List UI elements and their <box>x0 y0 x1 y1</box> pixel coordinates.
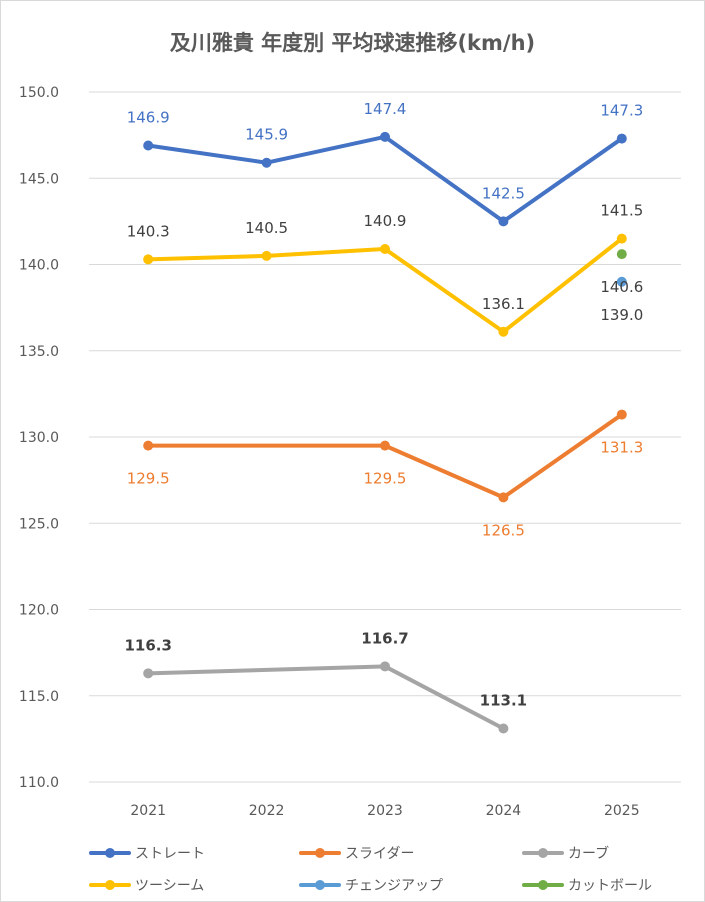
y-tick-label: 125.0 <box>19 516 59 532</box>
x-tick-label: 2023 <box>367 803 403 819</box>
data-point <box>380 131 390 142</box>
legend-marker <box>105 848 115 858</box>
series-line <box>146 664 506 731</box>
data-label: 142.5 <box>482 184 525 202</box>
data-label: 116.3 <box>124 636 171 654</box>
legend-label: カーブ <box>568 845 609 862</box>
x-tick-label: 2021 <box>130 803 166 819</box>
series-line <box>146 412 624 500</box>
legend-label: ストレート <box>135 846 205 862</box>
y-tick-label: 120.0 <box>19 603 59 619</box>
data-point <box>498 723 509 734</box>
data-point <box>380 661 390 672</box>
chart-title: 及川雅貴 年度別 平均球速推移(km/h) <box>169 31 536 55</box>
legend-label: カットボール <box>568 878 652 894</box>
x-tick-label: 2022 <box>249 803 285 819</box>
data-label: 116.7 <box>361 629 408 647</box>
data-point <box>498 216 509 227</box>
data-label: 129.5 <box>127 470 170 488</box>
legend-marker <box>315 880 325 890</box>
data-point <box>498 492 509 503</box>
data-label: 140.9 <box>364 212 407 230</box>
data-label: 129.5 <box>364 470 407 488</box>
data-point <box>143 668 154 679</box>
data-label: 147.4 <box>364 100 407 118</box>
y-tick-label: 115.0 <box>19 689 59 705</box>
y-tick-label: 140.0 <box>19 258 59 274</box>
data-point <box>616 249 627 260</box>
legend-marker <box>538 848 548 858</box>
data-label: 140.5 <box>245 219 288 237</box>
data-point <box>380 243 390 254</box>
y-tick-label: 130.0 <box>19 430 59 446</box>
data-point <box>143 140 154 151</box>
data-point <box>380 440 390 451</box>
data-label: 139.0 <box>600 306 643 324</box>
x-tick-label: 2025 <box>604 803 640 819</box>
data-point <box>143 440 154 451</box>
x-tick-label: 2024 <box>486 803 522 819</box>
data-point <box>498 326 509 337</box>
y-tick-label: 135.0 <box>19 344 59 360</box>
legend-label: ツーシーム <box>135 878 204 894</box>
data-point <box>616 409 627 420</box>
data-point <box>616 233 627 244</box>
legend-label: チェンジアップ <box>345 878 443 894</box>
data-point <box>261 250 272 261</box>
data-label: 113.1 <box>480 692 527 710</box>
legend-label: スライダー <box>345 846 414 862</box>
data-label: 140.3 <box>127 222 170 240</box>
legend-marker <box>315 848 325 858</box>
series-line <box>146 134 624 224</box>
data-label: 126.5 <box>482 521 525 539</box>
y-tick-label: 150.0 <box>19 85 59 101</box>
data-label: 140.6 <box>600 278 643 296</box>
data-label: 145.9 <box>245 126 288 144</box>
data-point <box>616 133 627 144</box>
data-point <box>261 157 272 168</box>
data-label: 131.3 <box>600 439 643 457</box>
data-label: 136.1 <box>482 295 525 313</box>
legend-marker <box>538 880 548 890</box>
data-point <box>616 276 627 287</box>
data-label: 146.9 <box>127 108 170 126</box>
data-label: 147.3 <box>600 102 643 120</box>
data-point <box>143 254 154 265</box>
data-label: 141.5 <box>600 202 643 220</box>
y-tick-label: 110.0 <box>19 775 59 791</box>
legend-marker <box>105 880 115 890</box>
y-tick-label: 145.0 <box>19 171 59 187</box>
